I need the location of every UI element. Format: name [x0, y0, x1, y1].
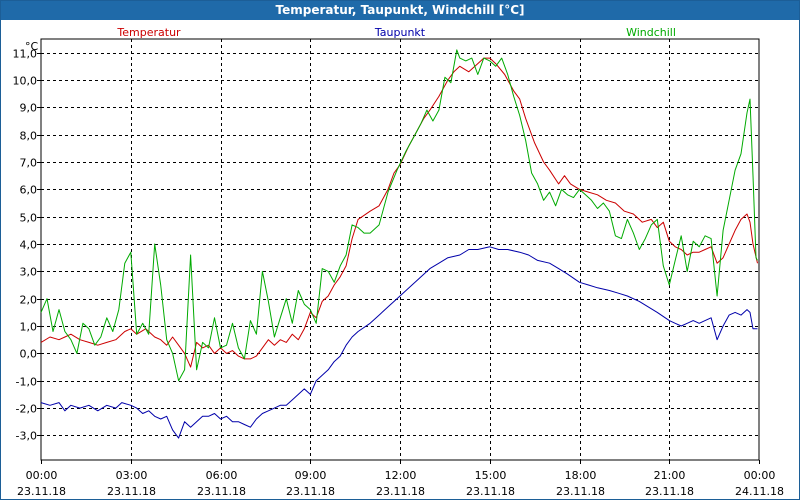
x-tick-time: 03:00: [116, 469, 148, 482]
x-tick-date: 23.11.18: [376, 485, 425, 498]
y-tick-label: -3,0: [16, 430, 37, 443]
y-tick-label: -2,0: [16, 403, 37, 416]
y-axis-ticks: 11,0 10,0 9,0 8,0 7,0 6,0 5,0 4,0 3,0 2,0 1,0 0,0 -1…: [13, 48, 41, 443]
y-tick-label: 11,0: [13, 48, 38, 61]
x-tick-time: 15:00: [475, 469, 507, 482]
chart-title: Temperatur, Taupunkt, Windchill [°C]: [1, 1, 799, 20]
series-line-taupunkt: [40, 246, 758, 439]
legend: Temperatur Taupunkt Windchill: [116, 26, 676, 39]
x-axis-ticks: 00:00 23.11.18 03:00 23.11.18 06:00 23.11.18 0…: [17, 460, 784, 498]
legend-windchill: Windchill: [626, 26, 676, 39]
x-tick-date: 23.11.18: [645, 485, 694, 498]
legend-temperatur: Temperatur: [116, 26, 181, 39]
y-tick-label: 7,0: [20, 157, 38, 170]
x-tick-date: 23.11.18: [286, 485, 335, 498]
series-lines: [40, 49, 758, 439]
x-tick-date: 23.11.18: [17, 485, 66, 498]
grid-lines: [41, 39, 759, 460]
y-tick-label: 10,0: [13, 75, 38, 88]
x-tick-date: 23.11.18: [107, 485, 156, 498]
x-tick-date: 24.11.18: [735, 485, 784, 498]
x-tick-date: 23.11.18: [466, 485, 515, 498]
x-tick-time: 12:00: [385, 469, 417, 482]
y-tick-label: -1,0: [16, 376, 37, 389]
x-tick-time: 00:00: [26, 469, 58, 482]
series-line-temperatur: [40, 57, 758, 368]
x-tick-date: 23.11.18: [197, 485, 246, 498]
y-tick-label: 6,0: [20, 184, 38, 197]
y-tick-label: 1,0: [20, 321, 38, 334]
y-tick-label: 3,0: [20, 266, 38, 279]
y-tick-label: 0,0: [20, 348, 38, 361]
y-tick-label: 9,0: [20, 102, 38, 115]
series-line-windchill: [40, 49, 758, 382]
x-tick-time: 06:00: [206, 469, 238, 482]
x-tick-date: 23.11.18: [556, 485, 605, 498]
x-tick-time: 09:00: [295, 469, 327, 482]
x-tick-time: 21:00: [654, 469, 686, 482]
y-tick-label: 8,0: [20, 130, 38, 143]
y-tick-label: 2,0: [20, 294, 38, 307]
y-tick-label: 5,0: [20, 212, 38, 225]
y-tick-label: 4,0: [20, 239, 38, 252]
legend-taupunkt: Taupunkt: [374, 26, 426, 39]
x-tick-time: 18:00: [565, 469, 597, 482]
x-tick-time: 00:00: [744, 469, 776, 482]
y-axis-unit: °C: [25, 40, 39, 53]
